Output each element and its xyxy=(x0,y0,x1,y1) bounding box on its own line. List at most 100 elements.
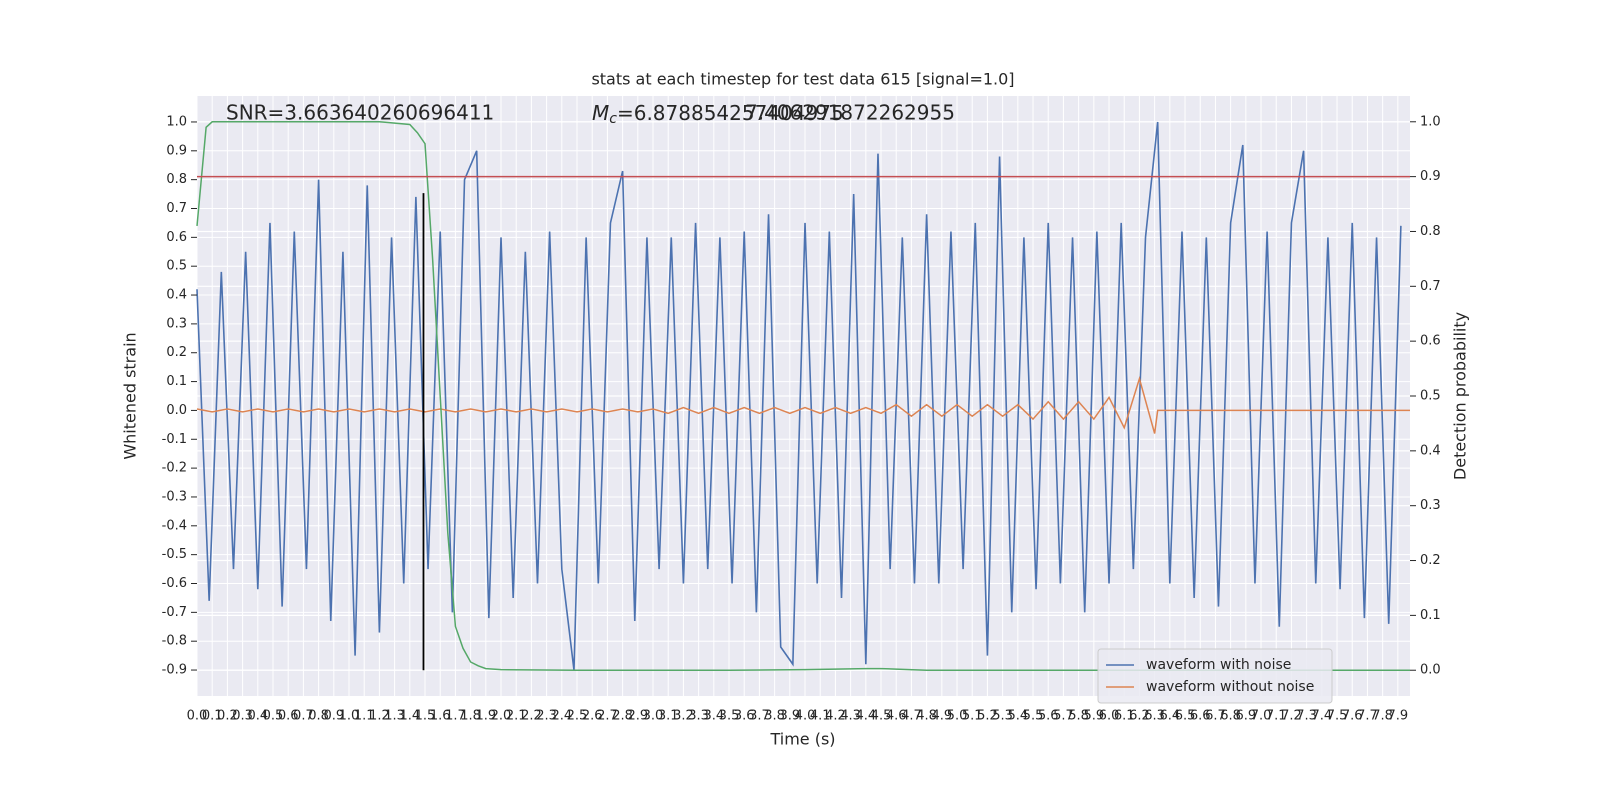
x-tick-label: 7.0 xyxy=(1251,709,1272,724)
x-tick-label: 3.1 xyxy=(658,709,679,724)
y2-tick-label: 0.9 xyxy=(1420,169,1441,184)
x-tick-label: 1.2 xyxy=(369,709,390,724)
x-tick-label: 7.9 xyxy=(1387,709,1408,724)
x-tick-label: 5.2 xyxy=(977,709,998,724)
x-tick-label: 1.4 xyxy=(399,709,420,724)
x-tick-label: 6.1 xyxy=(1114,709,1135,724)
x-tick-label: 0.7 xyxy=(293,709,314,724)
legend: waveform with noise waveform without nois… xyxy=(1097,648,1333,704)
x-tick-label: 5.0 xyxy=(947,709,968,724)
x-tick-label: 7.3 xyxy=(1296,709,1317,724)
x-tick-label: 4.5 xyxy=(871,709,892,724)
y2-tick-label: 0.3 xyxy=(1420,498,1441,513)
x-tick-label: 0.5 xyxy=(263,709,284,724)
x-tick-label: 5.7 xyxy=(1053,709,1074,724)
y-tick-label: 0.3 xyxy=(166,316,187,331)
x-tick-label: 0.3 xyxy=(232,709,253,724)
x-tick-label: 5.1 xyxy=(962,709,983,724)
legend-label: waveform without noise xyxy=(1146,679,1314,695)
x-tick-label: 2.6 xyxy=(582,709,603,724)
x-tick-label: 5.4 xyxy=(1007,709,1028,724)
x-tick-label: 1.8 xyxy=(460,709,481,724)
x-tick-label: 5.9 xyxy=(1083,709,1104,724)
x-tick-label: 7.2 xyxy=(1281,709,1302,724)
y2-tick-label: 0.1 xyxy=(1420,608,1441,623)
chart-title: stats at each timestep for test data 615… xyxy=(591,70,1014,89)
x-tick-label: 0.6 xyxy=(278,709,299,724)
y-tick-label: 0.2 xyxy=(166,345,187,360)
x-tick-label: 3.3 xyxy=(688,709,709,724)
x-tick-label: 1.9 xyxy=(475,709,496,724)
y-tick-label: -0.5 xyxy=(162,547,187,562)
x-tick-label: 2.3 xyxy=(536,709,557,724)
x-tick-label: 3.4 xyxy=(703,709,724,724)
x-tick-label: 6.2 xyxy=(1129,709,1150,724)
x-tick-label: 2.8 xyxy=(612,709,633,724)
series-line xyxy=(196,376,1410,434)
x-tick-label: 5.8 xyxy=(1068,709,1089,724)
x-tick-label: 0.9 xyxy=(323,709,344,724)
x-tick-label: 6.0 xyxy=(1099,709,1120,724)
y-tick-label: 0.8 xyxy=(166,172,187,187)
x-tick-label: 3.6 xyxy=(734,709,755,724)
x-tick-label: 2.1 xyxy=(506,709,527,724)
x-tick-label: 3.7 xyxy=(749,709,770,724)
y-tick-label: -0.3 xyxy=(162,489,187,504)
x-tick-label: 1.1 xyxy=(354,709,375,724)
x-tick-label: 6.3 xyxy=(1144,709,1165,724)
x-tick-label: 5.5 xyxy=(1023,709,1044,724)
y-tick-label: -0.1 xyxy=(162,432,187,447)
y-tick-label: 0.5 xyxy=(166,259,187,274)
x-tick-label: 7.6 xyxy=(1342,709,1363,724)
x-tick-label: 7.7 xyxy=(1357,709,1378,724)
y-tick-label: 1.0 xyxy=(166,114,187,129)
x-tick-label: 4.0 xyxy=(795,709,816,724)
x-tick-label: 4.4 xyxy=(855,709,876,724)
y2-tick-label: 0.5 xyxy=(1420,389,1441,404)
x-tick-label: 2.9 xyxy=(627,709,648,724)
annotation: 7.406291872262955 xyxy=(745,101,955,125)
y-tick-label: 0.6 xyxy=(166,230,187,245)
x-tick-label: 1.5 xyxy=(415,709,436,724)
x-tick-label: 1.7 xyxy=(445,709,466,724)
y2-tick-label: 0.2 xyxy=(1420,553,1441,568)
y-tick-label: 0.1 xyxy=(166,374,187,389)
marks xyxy=(196,121,1410,671)
y-tick-label: 0.9 xyxy=(166,143,187,158)
legend-box xyxy=(1097,648,1333,704)
y2-axis-label: Detection probability xyxy=(1451,312,1470,480)
x-tick-label: 0.0 xyxy=(187,709,208,724)
series-line xyxy=(196,121,1402,671)
x-tick-label: 7.8 xyxy=(1372,709,1393,724)
x-tick-label: 2.2 xyxy=(521,709,542,724)
y-tick-label: -0.2 xyxy=(162,461,187,476)
x-tick-label: 4.3 xyxy=(840,709,861,724)
x-tick-label: 3.2 xyxy=(673,709,694,724)
y2-tick-label: 0.0 xyxy=(1420,663,1441,678)
y-tick-label: 0.4 xyxy=(166,288,187,303)
y2-tick-label: 1.0 xyxy=(1420,114,1441,129)
y2-tick-label: 0.6 xyxy=(1420,334,1441,349)
x-tick-label: 2.0 xyxy=(491,709,512,724)
y2-tick-label: 0.8 xyxy=(1420,224,1441,239)
y-tick-label: 0.0 xyxy=(166,403,187,418)
x-tick-label: 0.1 xyxy=(202,709,223,724)
x-tick-label: 4.2 xyxy=(825,709,846,724)
x-tick-label: 5.6 xyxy=(1038,709,1059,724)
annotation-symbol: M xyxy=(592,101,609,125)
x-tick-label: 3.9 xyxy=(779,709,800,724)
x-tick-label: 4.1 xyxy=(810,709,831,724)
annotation-text: =6.878854257404975 xyxy=(617,101,844,125)
series-line xyxy=(196,121,1410,671)
x-tick-label: 4.9 xyxy=(931,709,952,724)
x-tick-label: 7.1 xyxy=(1266,709,1287,724)
y-tick-label: -0.8 xyxy=(162,634,187,649)
x-tick-label: 7.4 xyxy=(1311,709,1332,724)
x-tick-label: 6.6 xyxy=(1190,709,1211,724)
annotation: Mc=6.878854257404975 xyxy=(592,101,844,128)
x-tick-label: 0.8 xyxy=(308,709,329,724)
x-tick-label: 6.7 xyxy=(1205,709,1226,724)
x-tick-label: 3.5 xyxy=(719,709,740,724)
legend-label: waveform with noise xyxy=(1146,657,1291,673)
